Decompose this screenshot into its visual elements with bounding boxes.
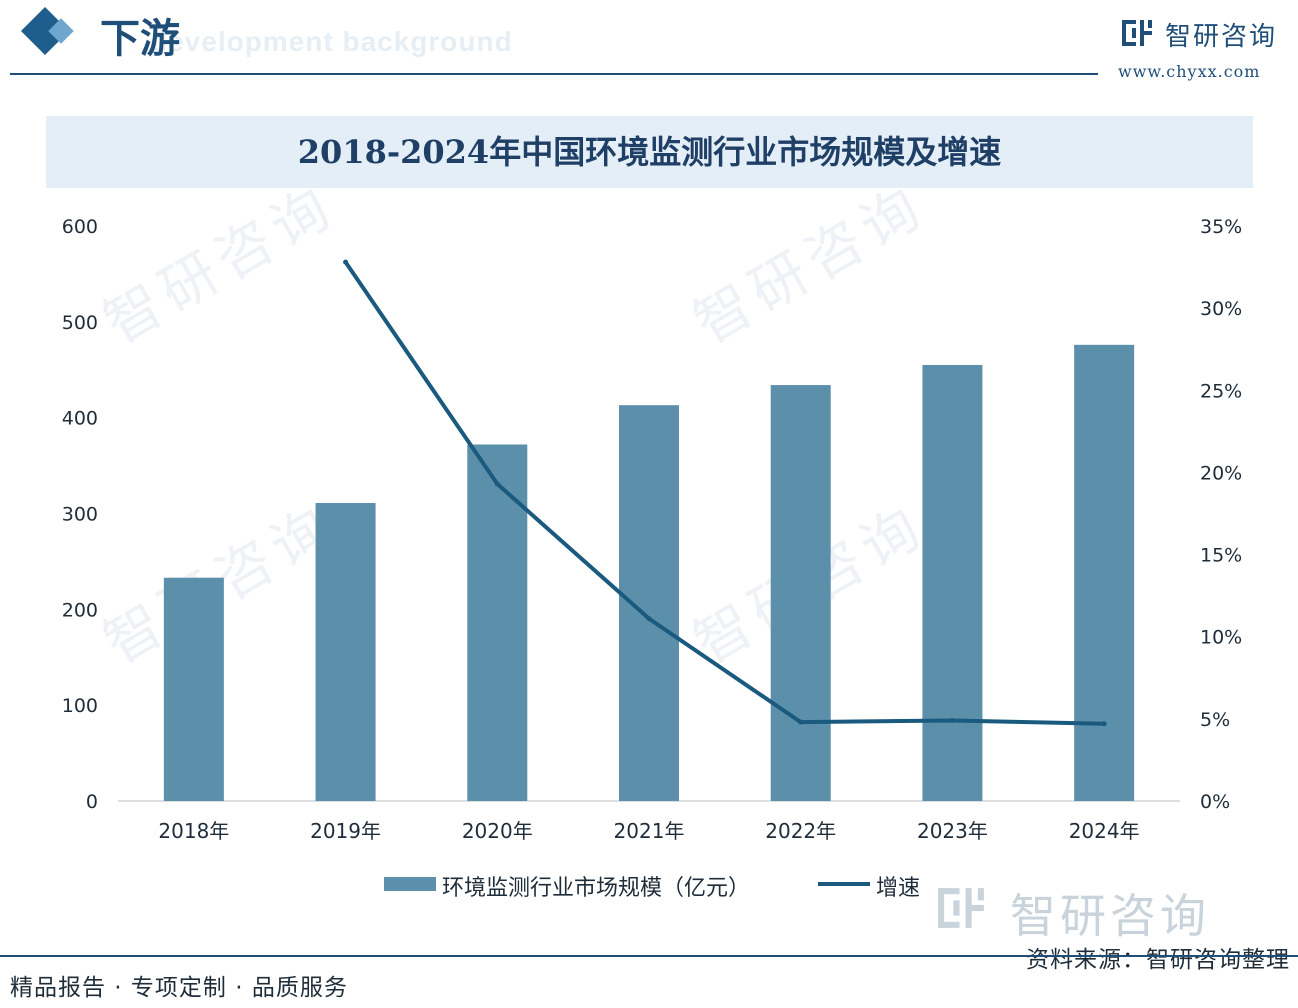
brand-url: www.chyxx.com xyxy=(1118,62,1261,81)
y-left-tick-label: 600 xyxy=(62,216,98,238)
y-right-tick-label: 15% xyxy=(1200,545,1242,567)
y-right-tick-label: 20% xyxy=(1200,462,1242,484)
growth-line xyxy=(343,260,1107,726)
bar xyxy=(163,577,224,801)
x-tick-label: 2023年 xyxy=(917,819,988,843)
chart-legend: 环境监测行业市场规模（亿元） 增速 xyxy=(0,866,1298,902)
legend-line-swatch xyxy=(818,882,870,886)
bar xyxy=(619,405,679,801)
section-title: 下游 xyxy=(100,15,180,62)
growth-point xyxy=(646,616,652,622)
y-right-tick-label: 30% xyxy=(1200,298,1242,320)
legend-bar-swatch xyxy=(384,877,436,891)
header-divider xyxy=(10,73,1098,75)
y-left-tick-label: 400 xyxy=(62,408,98,430)
bar xyxy=(315,502,376,801)
x-tick-label: 2018年 xyxy=(158,819,229,843)
legend-line-label: 增速 xyxy=(876,876,921,901)
y-right-tick-label: 0% xyxy=(1200,791,1230,813)
growth-point xyxy=(343,259,349,265)
footer-divider xyxy=(0,955,1298,957)
x-tick-label: 2021年 xyxy=(614,819,685,843)
growth-point xyxy=(798,719,804,725)
source-note: 资料来源：智研咨询整理 xyxy=(1026,947,1290,973)
growth-point xyxy=(949,718,955,723)
chart-title-bar: 2018-2024年中国环境监测行业市场规模及增速 xyxy=(46,116,1253,188)
bar xyxy=(770,385,831,801)
brand-name: 智研咨询 xyxy=(1165,22,1278,52)
legend-bar-label: 环境监测行业市场规模（亿元） xyxy=(442,876,751,901)
y-left-tick-label: 100 xyxy=(62,695,98,717)
y-left-tick-label: 0 xyxy=(86,791,98,813)
x-tick-label: 2022年 xyxy=(765,819,836,843)
x-tick-label: 2020年 xyxy=(462,819,533,843)
footer-logo-icon xyxy=(938,888,984,928)
page-header: development background 下游 智研咨询 www.chyxx… xyxy=(0,0,1298,81)
y-right-tick-label: 5% xyxy=(1200,709,1230,731)
y-left-tick-label: 300 xyxy=(62,504,98,526)
y-left-tick-label: 500 xyxy=(62,312,98,334)
chart-title: 2018-2024年中国环境监测行业市场规模及增速 xyxy=(297,133,1002,171)
brand-logo-icon xyxy=(1122,20,1152,46)
y-right-tick-label: 25% xyxy=(1200,380,1242,402)
x-tick-label: 2024年 xyxy=(1069,819,1140,843)
y-left-tick-label: 200 xyxy=(62,599,98,621)
growth-point xyxy=(494,481,500,487)
footer-watermark: 智研咨询 xyxy=(1010,889,1210,943)
y-right-tick-label: 10% xyxy=(1200,627,1242,649)
bar xyxy=(467,444,528,801)
footer-slogan: 精品报告 · 专项定制 · 品质服务 xyxy=(10,975,348,1001)
bar xyxy=(922,364,983,801)
bar xyxy=(1074,344,1135,801)
growth-point xyxy=(1101,721,1107,727)
y-right-tick-label: 35% xyxy=(1200,216,1242,238)
x-tick-label: 2019年 xyxy=(310,819,381,843)
section-subtitle: development background xyxy=(150,26,513,57)
